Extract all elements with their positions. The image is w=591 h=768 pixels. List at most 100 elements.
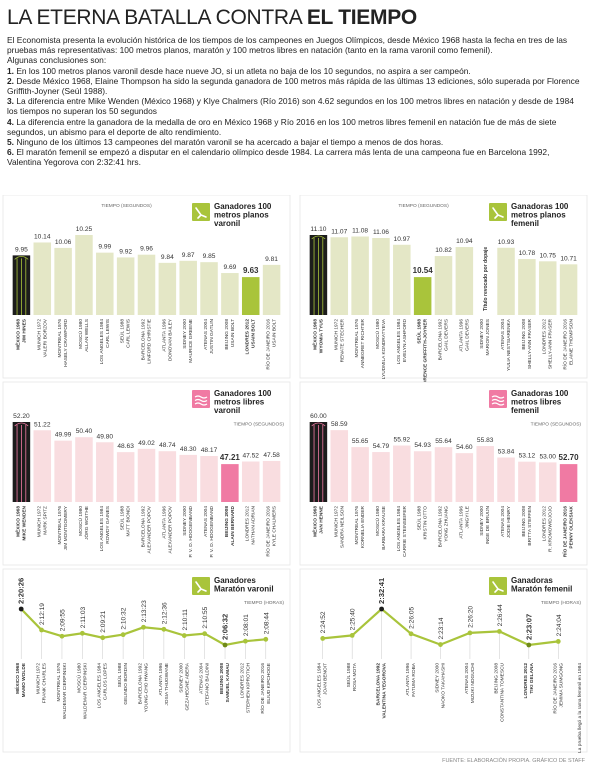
athlete-label: JIM MONTGOMERY bbox=[63, 505, 69, 550]
category-label: BEIJING 2008 bbox=[493, 663, 499, 694]
athlete-label: YOUNG-CHO HWANG bbox=[144, 663, 150, 713]
point bbox=[320, 636, 326, 641]
athlete-label: JODIE HENRY bbox=[506, 505, 512, 538]
category-label: MÉXICO 1968 bbox=[13, 506, 21, 537]
category-label: RÍO DE JANEIRO 2016 bbox=[562, 319, 569, 370]
category-label: SIDNEY 2000 bbox=[182, 506, 188, 536]
bar bbox=[262, 264, 281, 315]
category-label: SEÚL 1988 bbox=[116, 663, 123, 688]
unit-label: TIEMPO (HORAS) bbox=[244, 600, 284, 606]
value-label: 9.87 bbox=[182, 252, 195, 259]
athlete-label: WYOMIA TYUS bbox=[318, 318, 324, 353]
bar bbox=[413, 277, 432, 315]
athlete-label: RENATE STECHER bbox=[339, 318, 345, 362]
point bbox=[438, 642, 443, 647]
category-label: ATENAS 2004 bbox=[500, 506, 506, 537]
chart-title: metros libres bbox=[511, 398, 562, 407]
athlete-label: LYUDMILA KONDRATYEVA bbox=[381, 318, 387, 379]
category-label: MOSCÚ 1980 bbox=[75, 663, 82, 693]
category-label: ATLANTA 1996 bbox=[158, 663, 164, 696]
category-label: BEIJING 2008 bbox=[224, 506, 230, 538]
value-label: 52.20 bbox=[13, 413, 30, 420]
conclusion-number: 4. bbox=[7, 116, 14, 127]
point bbox=[120, 632, 126, 638]
athlete-label: ROSA MOTA bbox=[352, 662, 358, 691]
category-label: MUNICH 1972 bbox=[36, 319, 42, 351]
category-label: SEÚL 1988 bbox=[119, 319, 126, 344]
athlete-label: YONG ZHUANG bbox=[444, 506, 450, 542]
conclusion: 4. La diferencia entre la ganadora de la… bbox=[7, 117, 584, 137]
athlete-label: ELAINE THOMPSON bbox=[569, 318, 575, 365]
category-label: BARCELONA 1992 bbox=[438, 506, 444, 548]
value-label: 48.30 bbox=[180, 446, 197, 453]
value-label: 2:09:21 bbox=[100, 610, 107, 632]
value-label: 49.99 bbox=[55, 432, 72, 439]
athlete-label: JOAN BENOIT bbox=[323, 663, 329, 695]
category-label: RÍO DE JANEIRO 2016 bbox=[259, 663, 266, 714]
value-label: 10.14 bbox=[34, 233, 51, 240]
athlete-label: P. V. D. HOOGENBAND bbox=[188, 505, 194, 557]
category-label: SIDNEY 2000 bbox=[178, 663, 184, 693]
athlete-label: DONOVAN BAILEY bbox=[167, 318, 173, 361]
category-label: BEIJING 2008 bbox=[224, 319, 230, 350]
chart-title: metros libres bbox=[214, 398, 265, 407]
bar bbox=[476, 446, 494, 502]
category-label: LOS ANGELES 1984 bbox=[396, 319, 402, 365]
bar bbox=[137, 448, 156, 502]
bar bbox=[351, 236, 369, 315]
icon-runner bbox=[195, 207, 207, 219]
value-label: 2:20:26 bbox=[17, 578, 26, 604]
value-label: 2:26:05 bbox=[409, 607, 416, 629]
athlete-label: GAIL DEVERS bbox=[464, 319, 470, 351]
value-label: 9.69 bbox=[223, 264, 236, 271]
chart-title: Ganadoras 100 bbox=[511, 202, 569, 211]
bar bbox=[54, 440, 72, 502]
value-label: 2:25:40 bbox=[350, 608, 357, 630]
category-label: MONTREAL 1976 bbox=[56, 663, 62, 702]
athlete-label: CARRIE STEINSEIFER bbox=[402, 505, 408, 556]
value-label: 2:26:44 bbox=[497, 604, 504, 626]
bar bbox=[116, 257, 135, 315]
athlete-label: LINFORD CHRISTIE bbox=[147, 319, 153, 364]
point bbox=[496, 628, 502, 634]
athlete-label: CARL LEWIS bbox=[105, 319, 111, 348]
unit-label: TIEMPO (SEGUNDOS) bbox=[398, 203, 449, 209]
bar bbox=[241, 461, 260, 502]
point bbox=[202, 631, 208, 637]
point bbox=[243, 638, 248, 644]
bar-stripe bbox=[311, 235, 326, 240]
point bbox=[161, 626, 167, 632]
value-label: 9.81 bbox=[265, 256, 278, 263]
point bbox=[59, 633, 65, 639]
chart-title: femenil bbox=[511, 406, 539, 415]
bar bbox=[96, 442, 114, 502]
athlete-label: WALDEMAR CIERPINSKI bbox=[62, 663, 68, 719]
athlete-label: ANNEGRET RICHTER bbox=[360, 318, 366, 368]
value-label: 50.40 bbox=[76, 428, 93, 435]
value-label: 54.60 bbox=[456, 444, 473, 451]
athlete-label: FATUMA ROBA bbox=[411, 662, 417, 697]
icon bbox=[489, 203, 507, 221]
bar bbox=[330, 237, 349, 315]
value-label: 2:13:23 bbox=[141, 600, 148, 622]
bar bbox=[455, 453, 474, 502]
value-label: 52.70 bbox=[559, 453, 580, 462]
bar bbox=[372, 238, 390, 315]
category-label: MUNICH 1972 bbox=[36, 506, 42, 538]
athlete-label: EVELYN ASHFORD bbox=[402, 318, 408, 362]
value-label: 2:10:55 bbox=[202, 606, 209, 628]
bar bbox=[518, 461, 536, 502]
value-label: 48.74 bbox=[159, 442, 176, 449]
value-label: 2:23:07 bbox=[524, 614, 533, 640]
value-label: 9.63 bbox=[243, 266, 259, 275]
athlete-label: VALERI BORZOV bbox=[42, 318, 48, 357]
bar bbox=[54, 247, 72, 315]
chart-title: Ganadoras 100 bbox=[511, 389, 569, 398]
bar bbox=[221, 464, 239, 502]
conclusion-number: 6. bbox=[7, 147, 14, 158]
athlete-label: FLORENCE GRIFFITH-JOYNER bbox=[423, 318, 429, 390]
value-label: 11.07 bbox=[331, 228, 347, 235]
athlete-label: INGE DE BRUIJN bbox=[485, 505, 491, 544]
value-label: 2:24:52 bbox=[320, 611, 327, 633]
chart-title: varonil bbox=[214, 219, 240, 228]
